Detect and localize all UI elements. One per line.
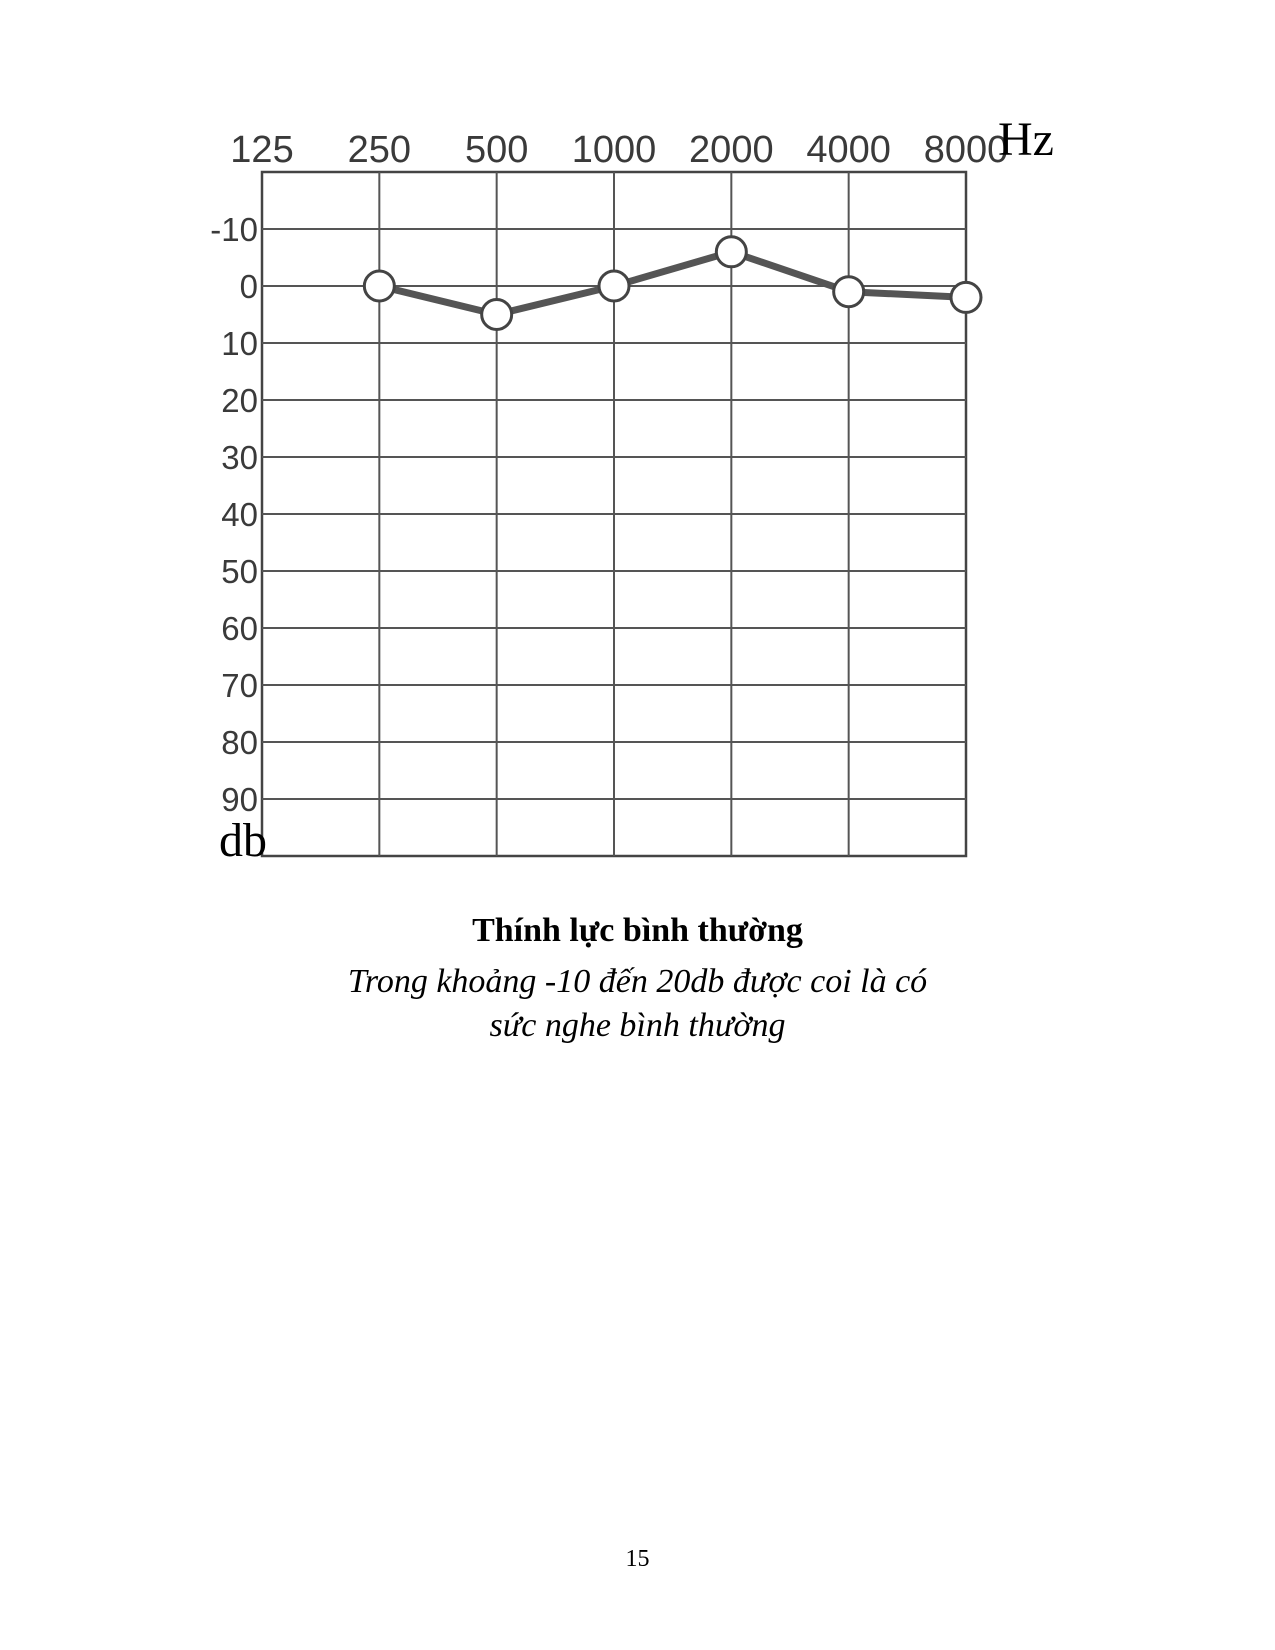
audiogram-chart: 125 250 500 1000 2000 4000 8000 -10 0 10 20 30 40 50…	[210, 113, 1054, 867]
subtitle-line-1: Trong khoảng -10 đến 20db được coi là có	[347, 963, 928, 1000]
data-point-marker	[832, 275, 866, 309]
x-tick-labels: 125 250 500 1000 2000 4000 8000	[230, 129, 1008, 171]
x-tick-label: 4000	[806, 129, 891, 171]
data-point-marker	[949, 280, 983, 314]
chart-caption-title: Thính lực bình thường	[472, 912, 803, 949]
subtitle-line-2: sức nghe bình thường	[489, 1007, 786, 1044]
y-tick-label: 20	[221, 382, 258, 419]
x-unit-label: Hz	[998, 113, 1054, 166]
y-tick-label: 30	[221, 439, 258, 476]
y-tick-labels: -10 0 10 20 30 40 50 60 70 80 90	[210, 211, 258, 818]
y-tick-label: 40	[221, 496, 258, 533]
data-point-marker	[480, 298, 514, 331]
y-unit-label: db	[219, 814, 267, 867]
y-tick-label: 90	[221, 781, 258, 818]
x-tick-label: 125	[230, 129, 293, 171]
y-tick-label: 80	[221, 724, 258, 761]
x-tick-label: 2000	[689, 129, 774, 171]
y-tick-label: 60	[221, 610, 258, 647]
y-tick-label: 0	[240, 268, 258, 305]
series	[362, 235, 983, 331]
page-number: 15	[625, 1546, 650, 1572]
x-tick-label: 8000	[924, 129, 1009, 171]
series-line	[378, 248, 967, 318]
data-point-marker	[714, 235, 748, 269]
chart-caption-subtitle: Trong khoảng -10 đến 20db được coi là có…	[0, 960, 1275, 1048]
y-tick-label: -10	[210, 211, 258, 248]
x-tick-label: 250	[348, 129, 411, 171]
data-point-marker	[362, 269, 396, 303]
x-tick-label: 1000	[572, 129, 657, 171]
y-tick-label: 70	[221, 667, 258, 704]
x-tick-label: 500	[465, 129, 528, 171]
data-point-marker	[597, 269, 631, 303]
y-tick-label: 10	[221, 325, 258, 362]
y-tick-label: 50	[221, 553, 258, 590]
